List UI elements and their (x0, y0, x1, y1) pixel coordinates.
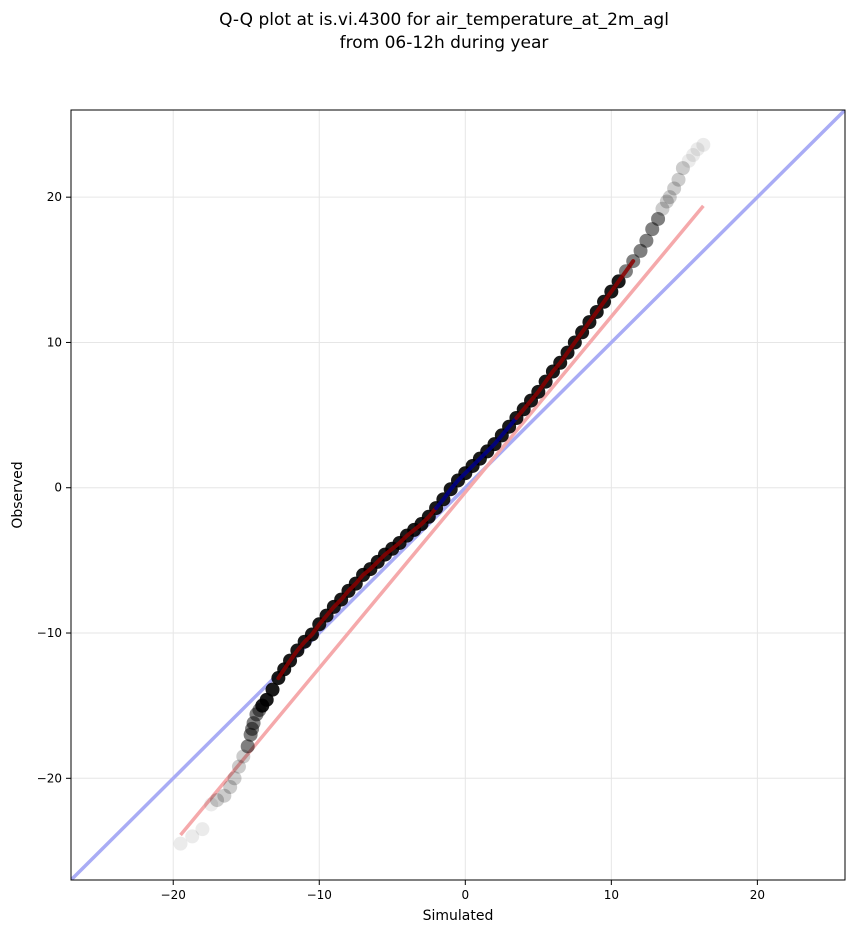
chart-title-line-2: from 06-12h during year (340, 33, 549, 53)
x-tick-label: −20 (161, 888, 186, 902)
fit-line (179, 204, 705, 837)
data-point (259, 692, 274, 707)
data-point (231, 759, 246, 774)
data-point (185, 829, 200, 844)
data-point (686, 148, 701, 163)
data-point (227, 771, 242, 786)
data-points (173, 137, 711, 851)
dense-core-lower (276, 506, 439, 681)
data-point (667, 181, 682, 196)
data-point (265, 682, 280, 697)
y-tick-label: 0 (54, 481, 62, 495)
x-axis-ticks: −20 −10 0 10 20 (161, 880, 765, 902)
x-tick-label: −10 (307, 888, 332, 902)
data-point (217, 788, 232, 803)
data-point (204, 797, 219, 812)
x-tick-label: 10 (604, 888, 619, 902)
y-tick-label: −20 (37, 771, 62, 785)
data-point (675, 161, 690, 176)
dense-core-upper (514, 259, 636, 420)
data-point (173, 836, 188, 851)
data-point (645, 222, 660, 237)
data-point (659, 194, 674, 209)
data-point (655, 201, 670, 216)
dense-core-center (434, 416, 519, 511)
identity-line (71, 110, 845, 880)
data-point (690, 142, 705, 157)
plot-area-frame (70, 109, 846, 881)
data-point (651, 211, 666, 226)
data-point (696, 137, 711, 152)
data-point (671, 172, 686, 187)
grid-lines (71, 110, 845, 880)
x-tick-label: 0 (461, 888, 469, 902)
data-point (210, 793, 225, 808)
x-axis-label: Simulated (423, 908, 494, 924)
y-axis-ticks: −20 −10 0 10 20 (37, 190, 71, 785)
y-tick-label: 10 (47, 335, 62, 349)
x-tick-label: 20 (750, 888, 765, 902)
data-point (633, 243, 648, 258)
data-point (639, 233, 654, 248)
data-point (240, 739, 255, 754)
data-point (195, 822, 210, 837)
data-point (681, 153, 696, 168)
data-point (662, 190, 677, 205)
data-point (223, 780, 238, 795)
y-tick-label: 20 (47, 190, 62, 204)
reference-lines (71, 110, 845, 880)
chart-title-line-1: Q-Q plot at is.vi.4300 for air_temperatu… (219, 10, 669, 30)
y-axis-label: Observed (10, 461, 26, 528)
y-tick-label: −10 (37, 626, 62, 640)
